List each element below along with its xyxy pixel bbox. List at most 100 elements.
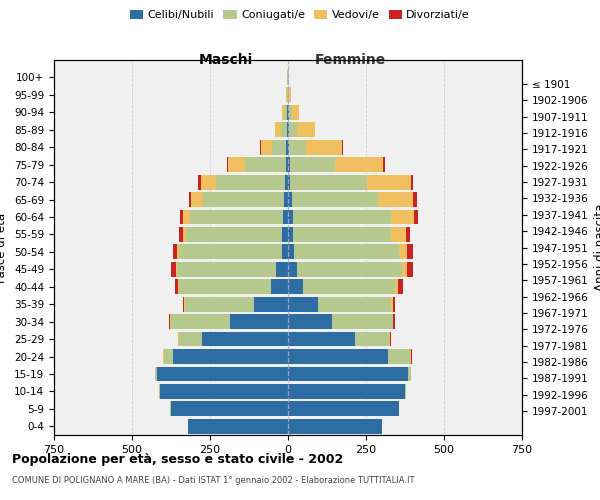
Bar (288, 314, 393, 329)
Bar (288, 192, 377, 207)
Bar (288, 262, 298, 276)
Bar (179, 227, 288, 242)
Bar (288, 280, 398, 294)
Bar (288, 210, 415, 224)
Bar (188, 419, 288, 434)
Bar (288, 366, 410, 382)
Bar (171, 314, 288, 329)
Bar (288, 157, 383, 172)
Bar (285, 174, 288, 190)
Bar (288, 122, 289, 137)
Bar (288, 262, 407, 276)
Bar (281, 122, 288, 137)
Bar (288, 332, 355, 346)
Bar (288, 349, 388, 364)
Bar (288, 314, 392, 329)
Bar (288, 402, 400, 416)
Bar (288, 332, 389, 346)
Bar (288, 366, 408, 382)
Bar (287, 105, 288, 120)
Bar (288, 419, 382, 434)
Bar (283, 210, 288, 224)
Bar (160, 384, 288, 399)
Bar (260, 140, 288, 154)
Bar (288, 366, 410, 382)
Bar (288, 280, 303, 294)
Text: Maschi: Maschi (199, 53, 253, 67)
Bar (288, 244, 294, 260)
Bar (173, 349, 288, 364)
Bar (169, 314, 288, 329)
Bar (182, 227, 288, 242)
Bar (170, 402, 288, 416)
Bar (288, 297, 392, 312)
Bar (288, 70, 289, 85)
Bar (178, 280, 288, 294)
Bar (288, 244, 413, 260)
Bar (288, 262, 413, 276)
Bar (286, 88, 288, 102)
Bar (288, 419, 382, 434)
Bar (185, 297, 288, 312)
Bar (288, 122, 315, 137)
Bar (188, 419, 288, 434)
Bar (288, 210, 391, 224)
Bar (288, 192, 416, 207)
Bar (157, 366, 288, 382)
Bar (288, 402, 399, 416)
Bar (245, 157, 288, 172)
Bar (288, 384, 406, 399)
Bar (181, 210, 288, 224)
Bar (288, 140, 342, 154)
Bar (288, 227, 410, 242)
Bar (288, 174, 413, 190)
Bar (182, 297, 288, 312)
Bar (288, 384, 406, 399)
Bar (288, 174, 290, 190)
Bar (288, 140, 289, 154)
Bar (286, 157, 288, 172)
Bar (190, 210, 288, 224)
Bar (178, 332, 288, 346)
Bar (170, 402, 288, 416)
Bar (288, 210, 293, 224)
Bar (172, 262, 288, 276)
Bar (288, 262, 402, 276)
Bar (288, 384, 406, 399)
Bar (283, 105, 288, 120)
Bar (173, 244, 288, 260)
Bar (288, 140, 307, 154)
Bar (288, 227, 293, 242)
Bar (155, 366, 288, 382)
Bar (285, 105, 288, 120)
Bar (164, 349, 288, 364)
Bar (288, 314, 332, 329)
Bar (288, 349, 412, 364)
Y-axis label: Fasce di età: Fasce di età (0, 212, 8, 282)
Bar (155, 366, 288, 382)
Bar (288, 314, 395, 329)
Bar (288, 402, 400, 416)
Bar (160, 384, 288, 399)
Bar (286, 88, 288, 102)
Bar (288, 157, 290, 172)
Bar (288, 88, 291, 102)
Bar (160, 384, 288, 399)
Bar (287, 70, 288, 85)
Bar (202, 332, 288, 346)
Bar (288, 105, 299, 120)
Bar (288, 70, 289, 85)
Bar (288, 227, 406, 242)
Bar (284, 192, 288, 207)
Bar (288, 105, 299, 120)
Bar (179, 280, 288, 294)
Bar (287, 122, 288, 137)
Bar (288, 174, 410, 190)
Bar (288, 227, 391, 242)
Bar (177, 244, 288, 260)
Bar (288, 122, 315, 137)
Bar (288, 105, 289, 120)
Bar (288, 297, 395, 312)
Bar (288, 192, 292, 207)
Bar (176, 262, 288, 276)
